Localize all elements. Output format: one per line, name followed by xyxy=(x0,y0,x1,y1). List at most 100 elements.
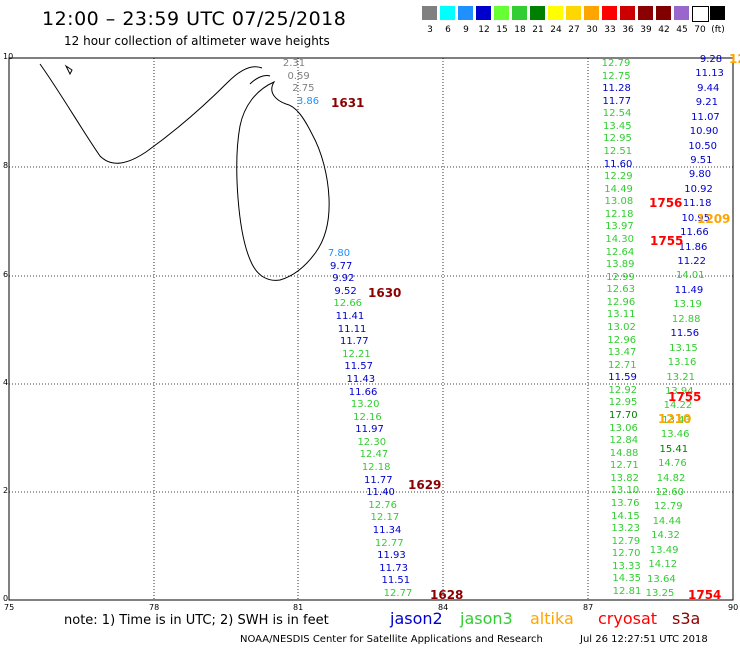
pass-time-label: 1630 xyxy=(368,286,402,300)
wave-height-value: 12.92 xyxy=(608,384,638,396)
scale-swatch xyxy=(494,6,509,20)
wave-height-value: 13.46 xyxy=(660,429,690,441)
wave-height-value: 13.21 xyxy=(666,371,695,383)
wave-height-value: 12.21 xyxy=(342,348,371,360)
wave-height-value: 13.33 xyxy=(612,560,641,572)
pass-time-label: 1629 xyxy=(408,478,442,492)
wave-height-value: 15.41 xyxy=(659,443,689,455)
scale-swatch xyxy=(656,6,671,20)
wave-height-value: 14.49 xyxy=(604,183,633,195)
wave-height-value: 12.71 xyxy=(607,359,637,371)
scale-swatch xyxy=(638,6,653,20)
wave-height-value: 13.89 xyxy=(605,259,635,271)
wave-height-value: 12.76 xyxy=(368,499,398,511)
scale-label: 33 xyxy=(604,25,616,35)
wave-height-value: 12.18 xyxy=(361,462,391,474)
pass-time-label: 1756 xyxy=(649,196,683,210)
scale-label: 24 xyxy=(550,25,562,35)
sri-lanka-coastline xyxy=(39,63,330,281)
wave-height-value: 11.66 xyxy=(680,227,709,239)
wave-height-value: 3.86 xyxy=(296,96,320,107)
wave-height-value: 14.12 xyxy=(648,559,678,571)
wave-height-value: 10.90 xyxy=(689,126,719,138)
scale-swatch xyxy=(512,6,527,20)
scale-swatch xyxy=(530,6,545,20)
x-tick-label: 81 xyxy=(293,603,304,612)
wave-height-value: 12.60 xyxy=(655,486,684,498)
wave-height-value: 14.15 xyxy=(611,510,640,522)
wave-height-value: 9.92 xyxy=(332,273,355,285)
x-tick-label: 78 xyxy=(149,603,160,612)
wave-height-value: 13.06 xyxy=(609,422,638,434)
wave-height-value: 11.56 xyxy=(670,328,700,340)
scale-label: 12 xyxy=(478,25,490,35)
wave-height-value: 9.51 xyxy=(690,155,713,167)
wave-height-value: 11.22 xyxy=(677,256,707,268)
wave-height-value: 13.97 xyxy=(605,221,634,233)
pass-time-label: 12 xyxy=(729,52,740,66)
scale-label: 6 xyxy=(445,25,451,35)
wave-height-value: 13.43 xyxy=(662,414,691,426)
scale-swatch xyxy=(476,6,491,20)
scale-swatch xyxy=(674,6,689,20)
wave-height-value: 12.79 xyxy=(611,535,641,547)
x-tick-label: 90 xyxy=(728,603,739,612)
wave-height-value: 14.30 xyxy=(605,234,634,245)
wave-height-value: 11.40 xyxy=(366,487,395,499)
wave-height-value: 13.82 xyxy=(610,472,639,484)
chart-title: 12:00 – 23:59 UTC 07/25/2018 xyxy=(42,8,347,30)
wave-height-value: 11.34 xyxy=(372,525,402,537)
wave-height-value: 17.70 xyxy=(609,410,638,421)
scale-label: 27 xyxy=(568,25,580,35)
pass-time-label: 1755 xyxy=(650,234,684,248)
wave-height-value: 12.79 xyxy=(653,501,683,513)
wave-height-value: 9.28 xyxy=(699,54,723,65)
wave-height-value: 12.47 xyxy=(359,449,389,461)
legend-jason2: jason2 xyxy=(390,609,443,628)
grid-lines xyxy=(9,58,733,600)
y-tick-label: 0 xyxy=(3,594,9,603)
wave-height-value: 12.81 xyxy=(612,586,642,597)
wave-height-value: 11.49 xyxy=(674,284,704,296)
y-tick-label: 6 xyxy=(3,270,9,279)
wave-height-value: 11.86 xyxy=(678,241,708,253)
wave-height-value: 12.75 xyxy=(601,70,631,82)
wave-height-value: 14.82 xyxy=(656,472,686,484)
wave-height-value: 10.95 xyxy=(681,212,711,224)
x-tick-label: 87 xyxy=(583,603,594,612)
scale-label: 45 xyxy=(676,25,688,35)
wave-height-value: 12.16 xyxy=(353,411,382,423)
wave-height-value: 10.92 xyxy=(684,183,713,195)
wave-height-value: 11.57 xyxy=(344,361,373,373)
scale-swatch xyxy=(440,6,455,20)
wave-height-value: 13.11 xyxy=(606,309,636,321)
wave-height-value: 14.32 xyxy=(651,530,680,542)
wave-height-value: 11.07 xyxy=(691,111,720,123)
wave-height-value: 13.20 xyxy=(350,399,380,411)
wave-height-value: 13.94 xyxy=(664,385,694,397)
wave-height-value: 13.47 xyxy=(607,347,637,359)
wave-height-value: 11.43 xyxy=(346,373,376,385)
scale-label: 36 xyxy=(622,25,634,35)
legend-altika: altika xyxy=(530,609,574,628)
wave-height-value: 12.95 xyxy=(603,133,632,145)
footer-credit: NOAA/NESDIS Center for Satellite Applica… xyxy=(240,634,543,645)
wave-height-value: 12.54 xyxy=(602,108,632,120)
scale-swatch xyxy=(458,6,473,20)
wave-height-value: 11.51 xyxy=(381,575,411,587)
wave-height-value: 12.29 xyxy=(604,171,633,183)
wave-height-value: 11.97 xyxy=(355,424,384,436)
wave-height-value: 13.25 xyxy=(645,588,675,599)
wave-height-value: 13.64 xyxy=(647,573,676,585)
scale-label: (ft) xyxy=(711,25,725,35)
scale-label: 70 xyxy=(694,25,706,35)
wave-height-value: 9.77 xyxy=(330,260,353,272)
wave-height-value: 11.60 xyxy=(603,158,633,170)
wave-height-value: 12.64 xyxy=(605,246,635,258)
wave-height-value: 11.77 xyxy=(364,474,393,486)
wave-height-value: 12.99 xyxy=(606,271,635,283)
wave-height-value: 12.66 xyxy=(333,298,363,310)
wave-height-value: 11.59 xyxy=(608,372,637,384)
scale-swatch xyxy=(620,6,635,20)
